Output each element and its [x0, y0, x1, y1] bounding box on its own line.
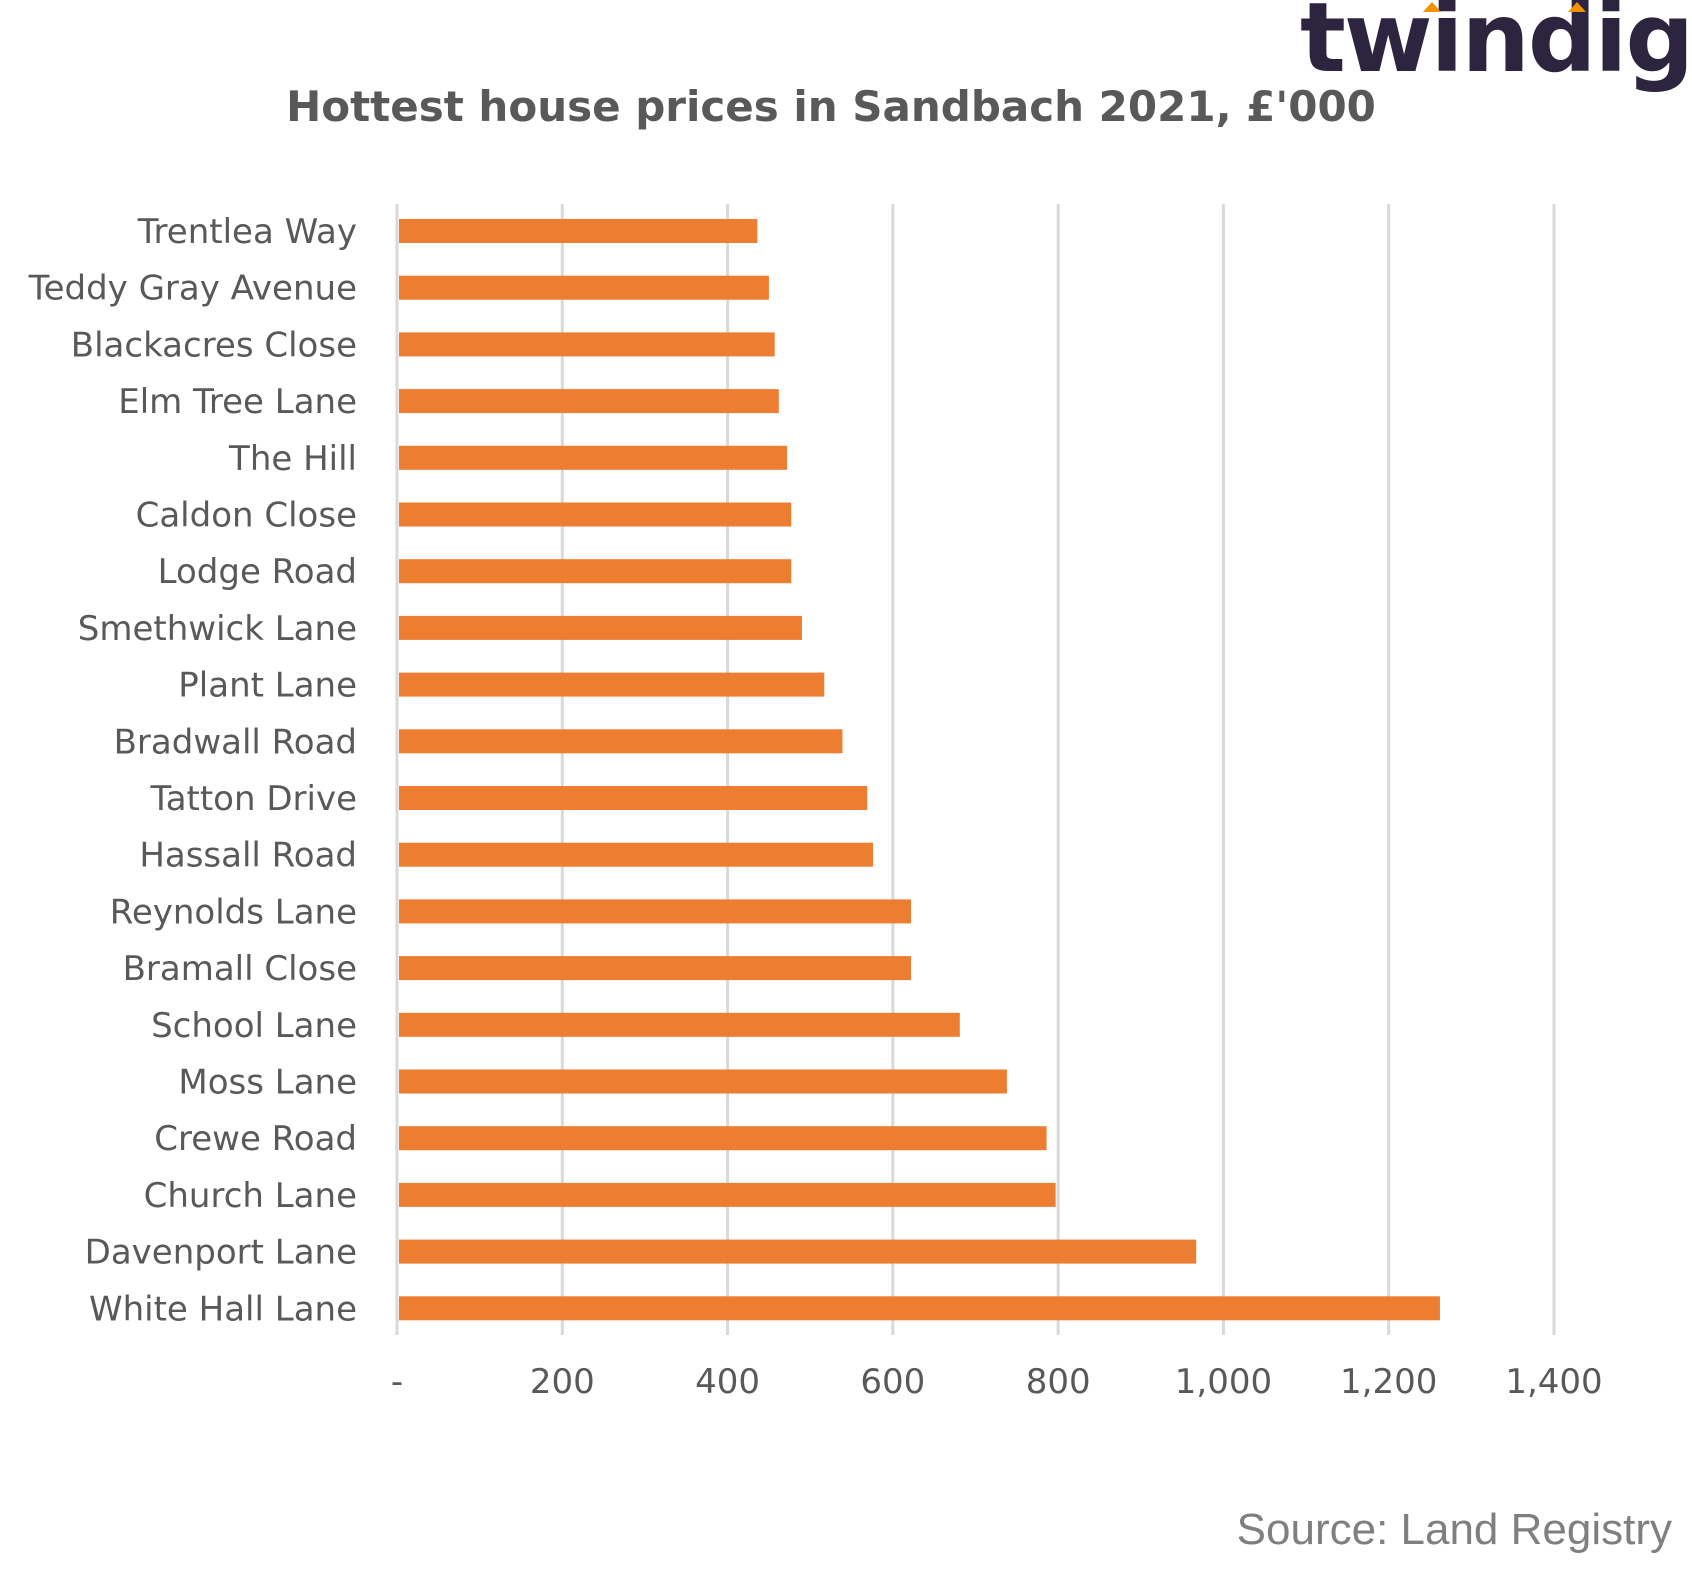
category-label: School Lane	[151, 1006, 357, 1046]
bar	[399, 275, 769, 300]
category-label: Hassall Road	[139, 836, 357, 876]
bar	[399, 786, 868, 810]
category-label: White Hall Lane	[89, 1289, 357, 1329]
category-label: Caldon Close	[136, 496, 357, 536]
category-label: Trentlea Way	[137, 212, 357, 252]
x-tick-label: 600	[860, 1362, 925, 1402]
logo-accent-mark	[1568, 2, 1586, 12]
category-label: Crewe Road	[154, 1119, 357, 1159]
bar	[399, 1182, 1056, 1207]
x-tick-label: 800	[1026, 1362, 1091, 1402]
bar	[399, 445, 788, 470]
category-label: Reynolds Lane	[110, 892, 357, 932]
category-label: Elm Tree Lane	[118, 382, 357, 422]
category-label: Plant Lane	[178, 666, 357, 706]
category-label: The Hill	[228, 439, 357, 479]
bar	[399, 1012, 960, 1037]
bar	[399, 1126, 1047, 1151]
x-tick-label: -	[391, 1362, 403, 1402]
bar	[399, 899, 912, 924]
category-label: Blackacres Close	[71, 325, 357, 365]
bar	[399, 956, 912, 981]
category-label: Church Lane	[144, 1176, 357, 1216]
category-label: Moss Lane	[178, 1063, 357, 1103]
x-tick-label: 200	[530, 1362, 595, 1402]
logo-text: twindig	[1300, 0, 1692, 94]
bar	[399, 559, 792, 584]
category-label: Bradwall Road	[114, 722, 357, 762]
bar	[399, 729, 843, 754]
category-label: Tatton Drive	[150, 779, 357, 819]
category-label: Lodge Road	[158, 552, 357, 592]
x-tick-label: 1,400	[1505, 1362, 1602, 1402]
bar	[399, 615, 802, 640]
bar	[399, 1239, 1197, 1264]
twindig-logo: twindig	[1300, 0, 1692, 86]
category-label: Bramall Close	[123, 949, 357, 989]
category-label: Davenport Lane	[85, 1233, 357, 1273]
bar	[399, 672, 825, 697]
source-note: Source: Land Registry	[1236, 1505, 1672, 1554]
category-label: Smethwick Lane	[78, 609, 357, 649]
logo-accent-mark	[1423, 2, 1441, 12]
bar	[399, 502, 792, 527]
bar	[399, 1069, 1007, 1094]
bar	[399, 1296, 1440, 1321]
x-tick-label: 1,200	[1340, 1362, 1437, 1402]
x-tick-label: 400	[695, 1362, 760, 1402]
bar	[399, 389, 779, 414]
bar	[399, 332, 775, 357]
chart-title: Hottest house prices in Sandbach 2021, £…	[286, 82, 1376, 131]
bar	[399, 842, 874, 867]
x-tick-label: 1,000	[1175, 1362, 1272, 1402]
bar	[399, 219, 758, 243]
category-label: Teddy Gray Avenue	[28, 269, 357, 309]
